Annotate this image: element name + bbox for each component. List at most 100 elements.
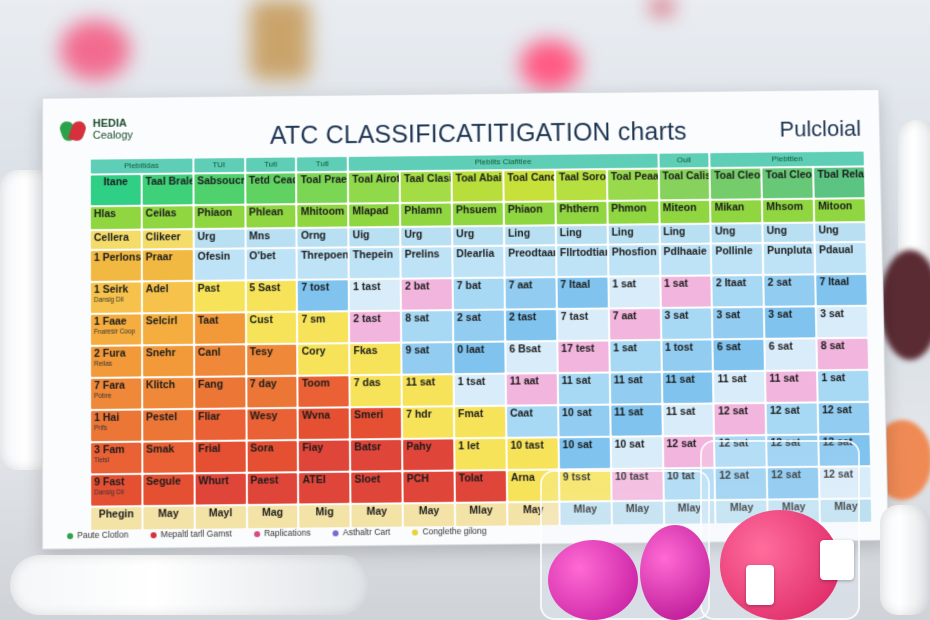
cell-label: 1 sat [821, 373, 865, 383]
table-cell: 7 day [247, 377, 297, 408]
table-cell: Frial [195, 442, 245, 473]
table-cell: O'bet [246, 249, 296, 279]
table-cell: Caat [507, 406, 557, 437]
table-cell: 11 sat [714, 372, 764, 403]
cell-label: Tetd Ceadeg [249, 175, 293, 185]
cell-sublabel: Prifs [94, 424, 138, 435]
table-cell: 11 sat [610, 373, 660, 404]
cell-label: 11 sat [562, 376, 606, 386]
table-cell: Smeri [351, 408, 401, 439]
cell-label: 10 sat [562, 440, 606, 451]
table-cell: Wvna [299, 408, 349, 439]
cell-label: Paest [250, 475, 294, 486]
cell-label: 9 Fast [94, 477, 138, 488]
legend-dot-icon [254, 531, 260, 537]
cell-label: 10 sat [614, 439, 658, 450]
cell-label: 1 tost [665, 342, 709, 352]
cell-sublabel: Dansig Dil [94, 488, 138, 499]
table-cell: Smak [143, 442, 193, 473]
table-cell: 10 tast [507, 438, 557, 469]
table-cell: 1 tast [350, 280, 400, 310]
red-blob-top-right [650, 0, 674, 14]
cell-label: May [407, 506, 451, 517]
cell-label: Threpoen [301, 250, 345, 260]
table-cell: 10 sat [559, 438, 609, 469]
white-tubes-bottom [10, 555, 370, 615]
cell-label: Miteon [663, 203, 707, 213]
legend-dot-icon [412, 529, 418, 535]
cell-label: Toal Caliser [662, 171, 706, 181]
cell-label: Mns [249, 231, 293, 241]
table-cell: 5 Sast [246, 281, 296, 311]
cell-label: Pollinle [715, 246, 759, 256]
cell-label: 1 sat [612, 279, 656, 289]
cell-label: Taal Sorone [559, 172, 603, 182]
cell-label: Smeri [354, 410, 398, 421]
table-cell: 7 sm [298, 312, 348, 343]
table-cell: 2 Itaat [713, 276, 763, 306]
cell-label: 1 sat [613, 343, 657, 353]
table-cell: Phiaon [194, 206, 244, 228]
cell-sublabel: Reilas [94, 359, 138, 369]
table-cell: 2 Fura Reilas [91, 346, 141, 377]
table-cell: 1 tost [662, 340, 712, 371]
header-group: Plebllts Clafitlee [349, 154, 657, 171]
cell-label: Phsuem [456, 205, 500, 215]
cell-label: Toal Airoth [352, 174, 396, 184]
cell-sublabel: Dansig Dil [94, 295, 138, 305]
table-cell: 7 aat [505, 278, 555, 308]
cell-label: Taat [198, 315, 242, 325]
table-cell: Fmat [455, 407, 505, 438]
cell-label: May [146, 509, 190, 520]
table-cell: Fang [195, 377, 245, 408]
red-liquid-right [880, 250, 930, 360]
table-cell: 3 sat [713, 308, 763, 339]
table-cell: Ceilas [143, 206, 193, 228]
table-cell: Mikan [711, 200, 761, 222]
table-cell: Prelins [402, 247, 452, 277]
cell-label: Sloet [355, 474, 399, 485]
table-cell: Ung [712, 224, 762, 242]
table-cell: 8 sat [818, 339, 868, 370]
table-cell: Wesy [247, 409, 297, 440]
table-cell: Ofesin [194, 249, 244, 279]
cell-label: 3 sat [820, 309, 864, 319]
cell-label: 11 sat [717, 374, 761, 384]
cell-label: Caat [510, 408, 554, 419]
cell-label: 17 test [561, 344, 605, 354]
table-cell: Pollinle [712, 244, 762, 274]
cell-label: Phiaon [508, 204, 552, 214]
legend-dot-icon [151, 532, 157, 538]
cell-label: 2 tast [509, 312, 553, 322]
cell-label: Pahy [406, 441, 450, 452]
table-cell: 2 tast [350, 312, 400, 343]
table-cell: Adel [143, 282, 193, 312]
cell-label: Klitch [146, 380, 190, 390]
table-cell: 9 sat [402, 343, 452, 374]
cell-label: Mlay [459, 505, 503, 516]
table-cell: Mhsom [763, 200, 813, 222]
cell-label: Fkas [354, 346, 398, 356]
cell-label: 7 day [250, 379, 294, 389]
table-cell: Batsr [351, 440, 401, 471]
legend-item: Raplications [254, 528, 311, 539]
legend-item: Mepaltl tarll Gamst [151, 528, 232, 539]
cell-label: Prelins [405, 249, 449, 259]
cell-label: 11 sat [665, 374, 709, 384]
chart-title: ATC CLASSIFICATITIGATION charts [270, 118, 687, 151]
table-cell: Phlean [246, 205, 296, 227]
table-cell: Tetd Ceadeg [246, 173, 296, 203]
cell-label: Ling [611, 227, 655, 237]
cell-label: 7 aat [508, 280, 552, 290]
table-cell: 7 aat [610, 309, 660, 340]
table-cell: Pdaual [816, 243, 866, 273]
cell-label: Frial [198, 444, 242, 455]
table-cell: 6 sat [714, 340, 764, 371]
table-cell: Mns [246, 229, 296, 247]
table-cell: Toal Airoth [349, 172, 399, 202]
cell-label: Hlas [94, 209, 138, 219]
table-cell: Fiay [299, 440, 349, 471]
legend-dot-icon [67, 533, 73, 539]
cell-label: Toal Cleore [766, 170, 810, 180]
cell-label: Phthern [559, 204, 603, 214]
